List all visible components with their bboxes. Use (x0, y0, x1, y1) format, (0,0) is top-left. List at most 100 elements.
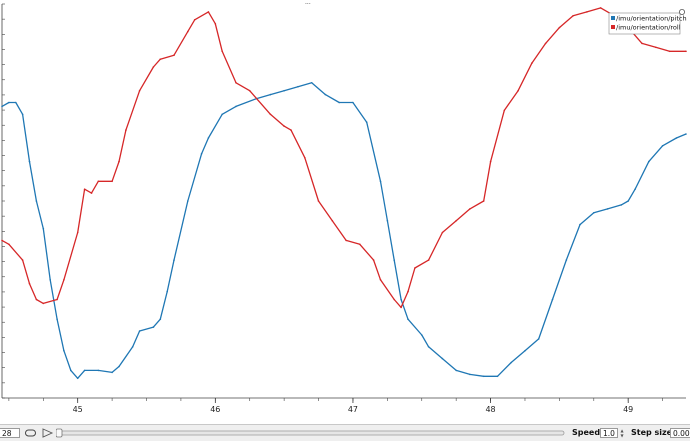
data-point (21, 259, 24, 261)
data-point (359, 243, 361, 246)
data-point (152, 326, 155, 328)
data-point (1, 239, 3, 242)
data-point (393, 298, 396, 301)
data-point (118, 365, 120, 368)
data-point (620, 204, 623, 206)
data-point (56, 318, 58, 321)
x-tick-label: 45 (73, 405, 83, 414)
data-point (214, 22, 217, 25)
data-point (63, 279, 65, 281)
data-point (56, 298, 58, 301)
loop-icon[interactable] (24, 428, 37, 438)
data-point (42, 302, 45, 305)
data-point (28, 282, 31, 285)
data-point (76, 377, 79, 380)
speed-label: Speed: (572, 428, 604, 437)
data-point (152, 66, 155, 68)
line-chart[interactable]: 45 46 47 48 49 /imu/orientation/pitch/imu/or… (0, 0, 690, 420)
data-point (173, 259, 175, 261)
data-point (517, 89, 519, 92)
legend-entry: /imu/orientation/pitch (616, 15, 687, 23)
data-point (283, 125, 285, 127)
data-point (90, 192, 93, 194)
data-point (221, 113, 223, 116)
data-point (379, 279, 382, 281)
data-point (685, 50, 687, 53)
speed-input[interactable]: 1.0 (600, 427, 618, 438)
series-line (1, 7, 686, 309)
data-point (207, 11, 210, 13)
data-point (187, 30, 189, 33)
data-point (283, 89, 285, 92)
data-point (173, 54, 175, 56)
data-point (565, 259, 568, 261)
timeline-slider[interactable] (56, 428, 566, 438)
data-point (187, 200, 189, 202)
time-field[interactable]: 28 (0, 427, 20, 438)
data-point (386, 219, 389, 222)
data-point (97, 180, 100, 183)
speed-stepper[interactable]: ▲ ▼ (620, 427, 624, 438)
data-point (661, 145, 664, 147)
data-point (304, 156, 306, 159)
data-point (489, 160, 492, 163)
data-point (606, 208, 609, 210)
data-point (482, 200, 485, 202)
data-point (586, 11, 588, 13)
data-point (544, 42, 547, 45)
data-point (159, 58, 162, 60)
data-point (70, 369, 72, 372)
data-point (8, 101, 10, 104)
x-tick-label: 49 (623, 405, 633, 414)
data-point (400, 298, 402, 301)
data-point (193, 19, 196, 21)
data-point (421, 334, 423, 336)
data-point (35, 200, 38, 202)
top-drag-handle[interactable]: ··· (305, 1, 311, 8)
data-point (63, 349, 65, 352)
data-point (111, 180, 113, 183)
data-point (414, 267, 416, 269)
data-point (324, 93, 327, 96)
data-point (503, 109, 506, 112)
data-point (166, 290, 168, 293)
legend-entry: /imu/orientation/roll (616, 24, 681, 32)
timeline-slider-handle[interactable] (56, 428, 63, 437)
data-point (269, 93, 272, 96)
data-point (537, 338, 540, 340)
x-axis-ticks: 45 46 47 48 49 (8, 398, 663, 414)
data-point (427, 346, 430, 348)
data-point (297, 85, 299, 88)
data-point (469, 208, 471, 210)
data-point (648, 160, 650, 163)
legend-swatch (611, 16, 615, 20)
data-point (83, 188, 86, 190)
data-point (593, 212, 595, 214)
data-point (200, 152, 203, 155)
data-point (21, 113, 24, 116)
data-point (248, 89, 251, 92)
data-point (572, 15, 574, 17)
data-point (400, 306, 402, 309)
data-point (407, 290, 409, 293)
data-point (338, 101, 341, 104)
step-size-input[interactable]: 0.000 (670, 427, 690, 438)
data-point (131, 346, 134, 348)
data-point (627, 200, 629, 202)
legend-resize-handle[interactable] (679, 8, 686, 15)
playback-toolbar: 28 Speed: 1.0 ▲▼ Step size: 0.000 (0, 424, 690, 441)
legend: /imu/orientation/pitch/imu/orientation/r… (608, 12, 687, 35)
data-point (35, 298, 38, 301)
data-point (654, 46, 657, 49)
data-point (455, 369, 458, 372)
data-point (634, 188, 636, 190)
play-icon[interactable] (40, 427, 54, 438)
axes (1, 3, 686, 399)
data-point (138, 89, 141, 92)
x-tick-label: 48 (485, 405, 495, 414)
time-value: 28 (2, 428, 12, 438)
data-point (641, 42, 643, 45)
x-tick-label: 47 (348, 405, 358, 414)
plot-area[interactable]: 45 46 47 48 49 /imu/orientation/pitch/imu/or… (0, 0, 690, 420)
data-point (427, 259, 430, 261)
